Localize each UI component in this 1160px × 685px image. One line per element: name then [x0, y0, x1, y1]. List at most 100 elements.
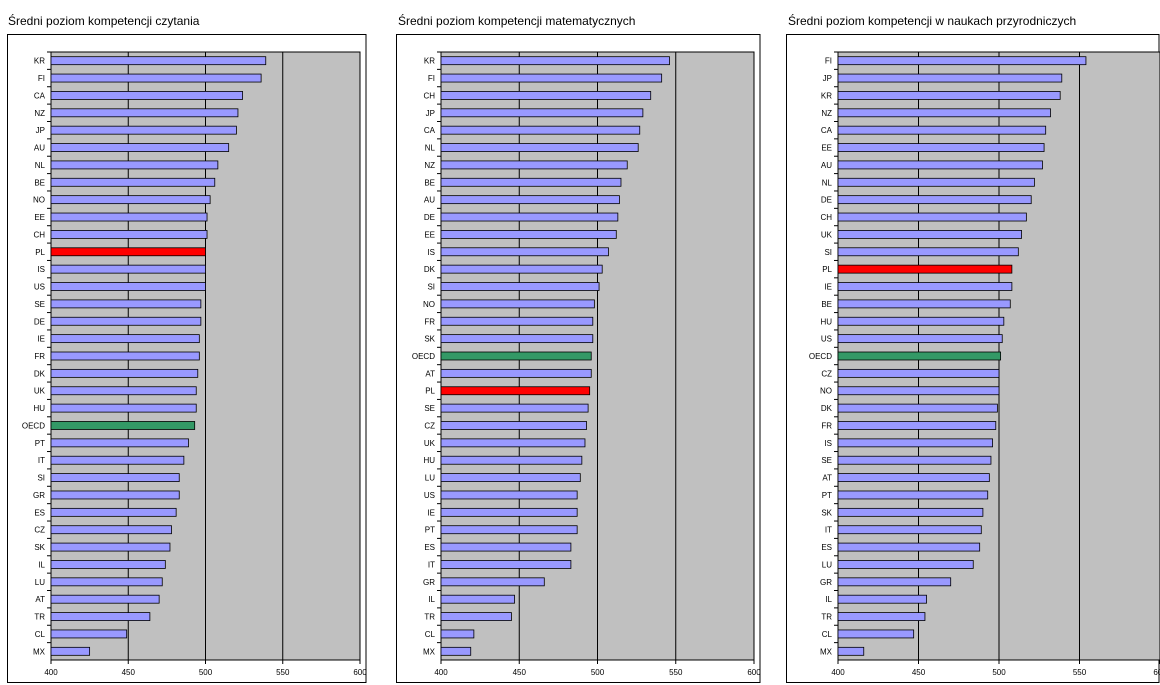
bar-si — [837, 247, 1019, 257]
category-label: MX — [33, 647, 46, 656]
category-label: ES — [424, 543, 435, 552]
bar-jp — [440, 108, 644, 118]
category-label: SK — [34, 543, 45, 552]
bar-cz — [50, 525, 172, 535]
category-label: PL — [822, 265, 832, 274]
bar-si — [440, 282, 600, 291]
bar-fr — [50, 351, 200, 361]
bar-ch — [50, 230, 208, 239]
category-label: EE — [821, 144, 832, 153]
bar-de — [837, 195, 1032, 205]
category-label: DK — [34, 369, 46, 378]
bar-ca — [837, 125, 1047, 135]
category-label: UK — [821, 230, 833, 239]
category-label: AU — [821, 161, 832, 170]
bar-gr — [50, 490, 180, 500]
bar-mx — [440, 646, 472, 656]
bar-no — [440, 299, 595, 309]
bar-fi — [50, 73, 262, 83]
category-label: GR — [33, 491, 45, 500]
category-label: BE — [424, 178, 435, 187]
category-label: PT — [35, 439, 45, 448]
category-label: OECD — [412, 352, 435, 361]
category-label: PL — [35, 248, 45, 257]
category-label: CA — [821, 126, 833, 135]
bar-it — [440, 560, 572, 569]
bar-de — [440, 212, 619, 222]
category-label: TR — [821, 613, 832, 622]
bar-il — [50, 560, 166, 569]
category-label: IT — [38, 456, 45, 465]
category-label: DE — [424, 213, 435, 222]
category-label: DK — [821, 404, 833, 413]
bar-cl — [440, 629, 475, 639]
bar-pt — [50, 438, 189, 448]
category-label: LU — [425, 474, 435, 483]
category-label: NO — [423, 300, 435, 309]
bar-au — [440, 195, 620, 205]
category-label: IE — [427, 508, 435, 517]
bar-se — [440, 403, 589, 413]
category-label: NO — [33, 196, 45, 205]
bar-no — [50, 195, 211, 205]
category-label: NL — [822, 178, 833, 187]
bar-no — [837, 386, 1000, 396]
bar-au — [50, 143, 230, 152]
category-label: IT — [428, 560, 435, 569]
bar-nz — [837, 108, 1051, 118]
bar-at — [837, 473, 990, 482]
bar-ee — [440, 230, 617, 239]
category-label: ES — [34, 508, 45, 517]
category-label: AU — [424, 196, 435, 205]
bar-es — [440, 542, 572, 552]
category-label: ES — [821, 543, 832, 552]
category-label: FI — [428, 74, 435, 83]
bar-pt — [440, 525, 578, 535]
category-label: TR — [34, 613, 45, 622]
category-label: PL — [425, 387, 435, 396]
bar-cl — [837, 629, 915, 639]
category-label: MX — [820, 647, 833, 656]
bar-nz — [50, 108, 239, 118]
category-label: CL — [822, 630, 833, 639]
bar-de — [50, 316, 202, 326]
bar-cz — [440, 421, 587, 430]
category-label: CZ — [424, 421, 435, 430]
bar-nl — [50, 160, 219, 170]
x-tick-label: 450 — [513, 668, 527, 677]
category-label: KR — [34, 57, 45, 66]
chart-science: 400 450 500 550 600 FI JP KR NZ CA EE AU NL DE CH UK SI P… — [786, 34, 1160, 683]
category-label: US — [424, 491, 435, 500]
bar-au — [837, 160, 1043, 170]
bar-oecd — [837, 351, 1002, 361]
category-label: AU — [34, 144, 45, 153]
bar-it — [837, 525, 982, 535]
bar-gr — [837, 577, 952, 587]
category-label: IS — [824, 439, 832, 448]
category-label: HU — [33, 404, 45, 413]
category-label: US — [34, 283, 45, 292]
bar-tr — [440, 612, 512, 621]
category-label: GR — [423, 578, 435, 587]
bar-cz — [837, 368, 1000, 378]
bar-il — [837, 594, 927, 604]
bar-ee — [837, 143, 1045, 152]
category-label: IE — [37, 335, 45, 344]
bar-pl — [440, 386, 591, 396]
category-label: IL — [825, 595, 832, 604]
bar-dk — [837, 403, 998, 413]
category-label: HU — [423, 456, 435, 465]
bar-nz — [440, 160, 628, 170]
category-label: AT — [425, 369, 435, 378]
bar-pt — [837, 490, 989, 500]
bar-kr — [50, 56, 267, 66]
x-tick-label: 500 — [591, 668, 605, 677]
category-label: SI — [824, 248, 832, 257]
category-label: HU — [820, 317, 832, 326]
category-label: NL — [425, 144, 436, 153]
bar-pl — [837, 264, 1013, 274]
category-label: IL — [428, 595, 435, 604]
x-tick-label: 500 — [199, 668, 213, 677]
bar-at — [440, 368, 592, 378]
